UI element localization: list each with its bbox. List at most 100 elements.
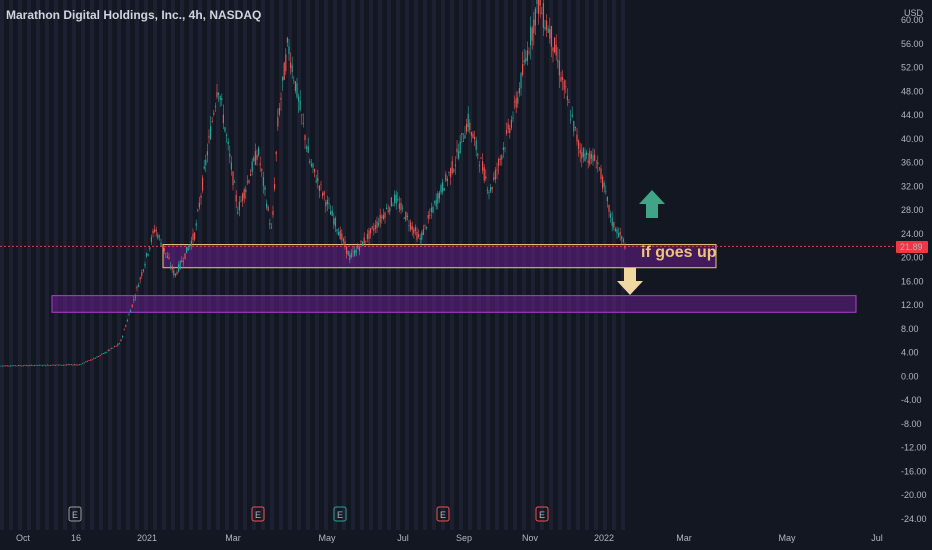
candle-body [576, 134, 578, 142]
session-bands [0, 0, 625, 530]
candle-body [246, 181, 248, 183]
candle-body [368, 230, 370, 239]
candle-body [0, 365, 2, 367]
candle-body [459, 141, 461, 153]
candle-body [181, 260, 183, 263]
candle-body [528, 51, 530, 53]
candle-body [574, 126, 576, 128]
earnings-letter: E [255, 510, 261, 520]
candle-body [155, 229, 157, 232]
candle-body [46, 364, 48, 366]
candle-body [502, 147, 504, 151]
x-tick-label: Mar [225, 533, 241, 543]
candle-body [443, 188, 445, 191]
candle-body [32, 365, 34, 367]
candle-body [24, 365, 26, 366]
candle-body [578, 140, 580, 150]
candle-body [288, 46, 290, 54]
candle-body [560, 77, 562, 82]
candle-body [603, 183, 605, 187]
candle-body [77, 364, 79, 366]
x-tick-label: 16 [71, 533, 81, 543]
price-axis[interactable]: -24.00 -20.00 -16.00 -12.00 -8.00 -4.00 0.00 4.… [901, 15, 927, 524]
candle-body [208, 136, 210, 138]
candle-body [2, 365, 4, 367]
session-band [270, 0, 274, 530]
candle-body [197, 210, 199, 211]
candle-body [114, 346, 116, 348]
session-band [522, 0, 526, 530]
session-band [162, 0, 166, 530]
candle-body [235, 195, 237, 202]
candle-body [35, 364, 37, 366]
candle-body [187, 247, 189, 251]
last-price-value: 21.89 [900, 242, 923, 252]
session-band [423, 0, 427, 530]
candle-body [283, 63, 285, 80]
candle-body [464, 135, 466, 139]
candle-body [213, 112, 215, 115]
y-tick-label: 12.00 [901, 300, 924, 310]
earnings-letter: E [72, 510, 78, 520]
y-tick-label: -8.00 [901, 419, 922, 429]
candle-body [173, 270, 175, 275]
candle-body [64, 364, 66, 366]
candle-body [141, 272, 143, 276]
candle-body [338, 232, 340, 236]
candle-body [438, 192, 440, 199]
chart-title: Marathon Digital Holdings, Inc., 4h, NAS… [6, 8, 262, 22]
candle-body [168, 257, 170, 259]
candle-body [350, 252, 352, 258]
candle-body [446, 178, 448, 182]
candle-body [498, 159, 500, 166]
candle-body [390, 197, 392, 206]
session-band [81, 0, 85, 530]
candle-body [379, 214, 381, 223]
x-tick-label: Jul [871, 533, 883, 543]
candle-body [150, 237, 152, 243]
session-band [36, 0, 40, 530]
candle-body [432, 207, 434, 213]
candle-body [328, 203, 330, 204]
session-band [234, 0, 238, 530]
candle-body [80, 364, 82, 365]
session-band [99, 0, 103, 530]
x-tick-label: 2022 [594, 533, 614, 543]
y-tick-label: 0.00 [901, 371, 919, 381]
session-band [90, 0, 94, 530]
candle-body [26, 365, 28, 366]
earnings-marker [436, 506, 450, 522]
candle-body [270, 227, 272, 229]
candle-body [506, 130, 508, 134]
candle-body [416, 231, 418, 240]
candle-body [450, 168, 452, 178]
candle-body [106, 351, 108, 353]
candle-body [222, 114, 224, 124]
candle-body [48, 365, 50, 366]
candle-body [458, 151, 460, 159]
candle-body [451, 161, 453, 174]
candle-body [37, 365, 39, 366]
candle-body [357, 244, 359, 249]
candle-body [107, 350, 109, 351]
candle-body [58, 364, 60, 366]
session-band [261, 0, 265, 530]
session-band [360, 0, 364, 530]
session-band [225, 0, 229, 530]
candle-body [75, 364, 77, 366]
candle-body [344, 241, 346, 247]
candle-body [91, 359, 93, 361]
candle-body [430, 207, 432, 213]
candle-body [190, 240, 192, 246]
candle-body [334, 217, 336, 227]
candle-body [194, 232, 196, 240]
time-axis[interactable]: Oct 16 2021 Mar May Jul Sep Nov 2022 Mar May Jul [16, 533, 883, 543]
candle-body [547, 28, 549, 33]
candle-body [258, 147, 260, 156]
candle-body [501, 155, 503, 160]
candle-body [354, 250, 356, 256]
candle-body [144, 264, 146, 266]
candle-body [384, 212, 386, 219]
